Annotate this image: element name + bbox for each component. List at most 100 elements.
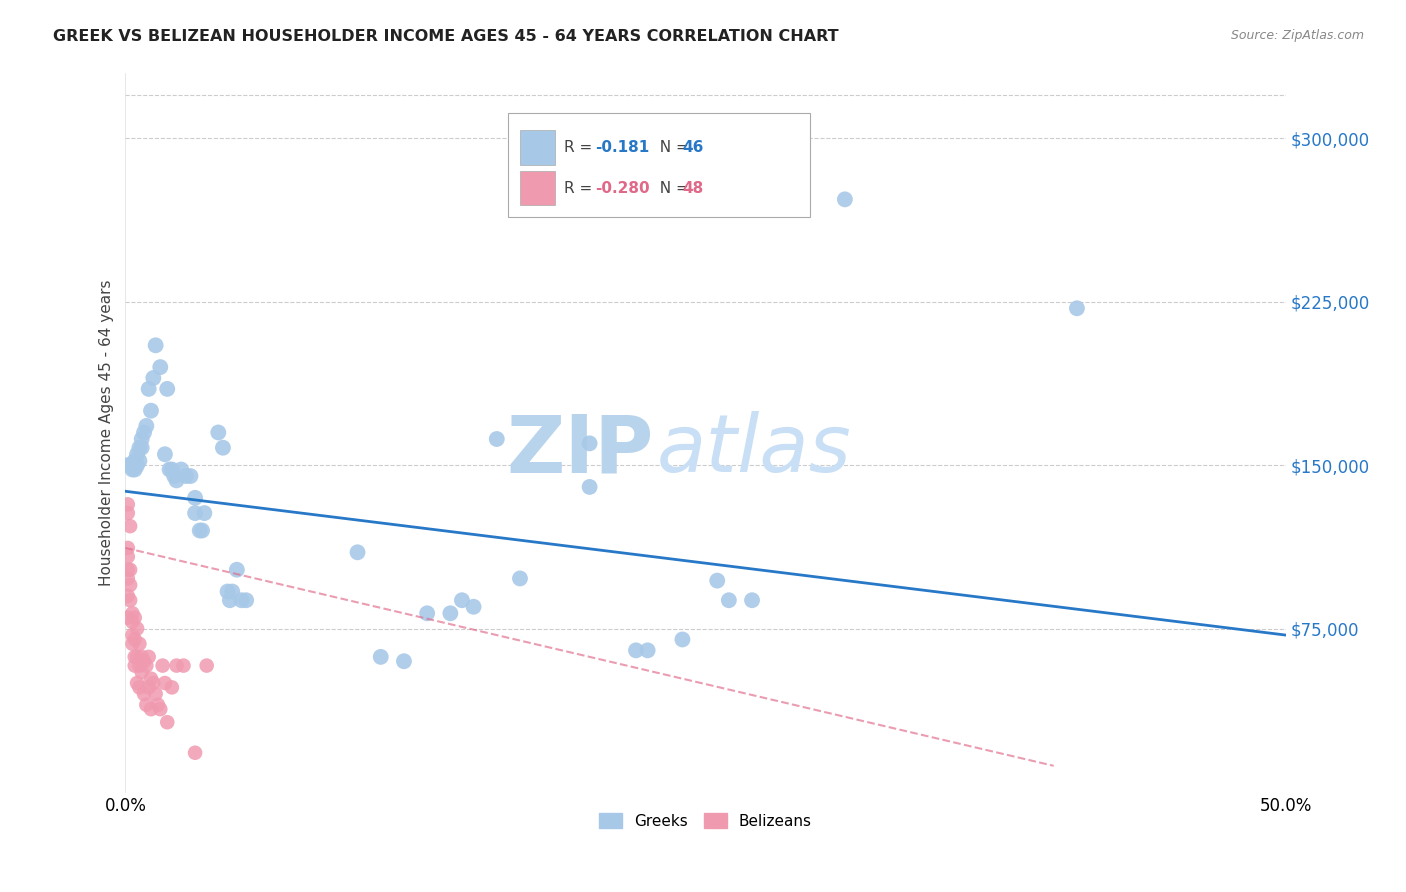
Point [212, 441, 235, 455]
Point [139, 702, 162, 716]
Point [671, 632, 693, 647]
Text: 48: 48 [682, 180, 703, 195]
Point [125, 458, 148, 472]
Point [135, 698, 157, 712]
Point [117, 610, 139, 624]
Point [120, 593, 142, 607]
Point [637, 643, 659, 657]
Point [149, 360, 172, 375]
Point [184, 491, 207, 505]
Point [184, 746, 207, 760]
Point [717, 593, 740, 607]
Point [235, 593, 257, 607]
Point [416, 607, 439, 621]
Point [170, 462, 193, 476]
Point [120, 563, 142, 577]
Point [139, 403, 162, 417]
Text: ZIP: ZIP [506, 411, 654, 490]
Point [120, 458, 142, 472]
Point [193, 506, 215, 520]
Text: R =: R = [564, 180, 602, 195]
Point [128, 637, 150, 651]
Point [217, 584, 239, 599]
Point [117, 506, 139, 520]
Point [128, 441, 150, 455]
Point [146, 698, 169, 712]
Point [138, 382, 160, 396]
Point [485, 432, 508, 446]
Point [1066, 301, 1088, 316]
FancyBboxPatch shape [520, 170, 555, 205]
Point [138, 681, 160, 695]
Point [117, 571, 139, 585]
Point [166, 474, 188, 488]
Point [160, 462, 183, 476]
Point [207, 425, 229, 440]
Point [124, 649, 146, 664]
Point [225, 563, 247, 577]
Point [578, 436, 600, 450]
Point [153, 676, 176, 690]
Point [706, 574, 728, 588]
Text: -0.280: -0.280 [595, 180, 650, 195]
Point [131, 441, 153, 455]
Point [117, 549, 139, 564]
Point [142, 676, 165, 690]
Point [231, 593, 253, 607]
Text: -0.181: -0.181 [595, 140, 650, 155]
Point [156, 715, 179, 730]
Point [124, 462, 146, 476]
Point [120, 519, 142, 533]
Point [174, 469, 197, 483]
Point [128, 658, 150, 673]
Y-axis label: Householder Income Ages 45 - 64 years: Householder Income Ages 45 - 64 years [100, 279, 114, 586]
Point [121, 637, 143, 651]
Point [195, 658, 218, 673]
Point [125, 622, 148, 636]
Point [153, 447, 176, 461]
Point [124, 454, 146, 468]
Point [124, 610, 146, 624]
Point [156, 382, 179, 396]
Point [121, 607, 143, 621]
Point [184, 506, 207, 520]
Point [128, 454, 150, 468]
Point [125, 676, 148, 690]
Point [578, 480, 600, 494]
Point [117, 458, 139, 472]
Point [509, 571, 531, 585]
Point [392, 654, 415, 668]
Point [142, 371, 165, 385]
Point [117, 541, 139, 555]
Point [128, 681, 150, 695]
Point [451, 593, 474, 607]
FancyBboxPatch shape [509, 112, 810, 217]
Point [145, 687, 167, 701]
Point [135, 419, 157, 434]
Point [159, 462, 181, 476]
Text: N =: N = [650, 140, 693, 155]
Point [138, 649, 160, 664]
Point [132, 654, 155, 668]
Point [117, 563, 139, 577]
Point [463, 599, 485, 614]
Point [125, 447, 148, 461]
Point [346, 545, 368, 559]
Point [121, 462, 143, 476]
Point [160, 681, 183, 695]
Point [135, 658, 157, 673]
Point [152, 658, 174, 673]
Point [173, 658, 195, 673]
FancyBboxPatch shape [520, 130, 555, 165]
Point [624, 643, 647, 657]
Point [219, 593, 242, 607]
Legend: Greeks, Belizeans: Greeks, Belizeans [593, 806, 818, 835]
Point [145, 338, 167, 352]
Text: atlas: atlas [657, 411, 852, 490]
Point [132, 687, 155, 701]
Point [120, 578, 142, 592]
Text: Source: ZipAtlas.com: Source: ZipAtlas.com [1230, 29, 1364, 42]
Text: 46: 46 [682, 140, 704, 155]
Point [125, 649, 148, 664]
Text: N =: N = [650, 180, 693, 195]
